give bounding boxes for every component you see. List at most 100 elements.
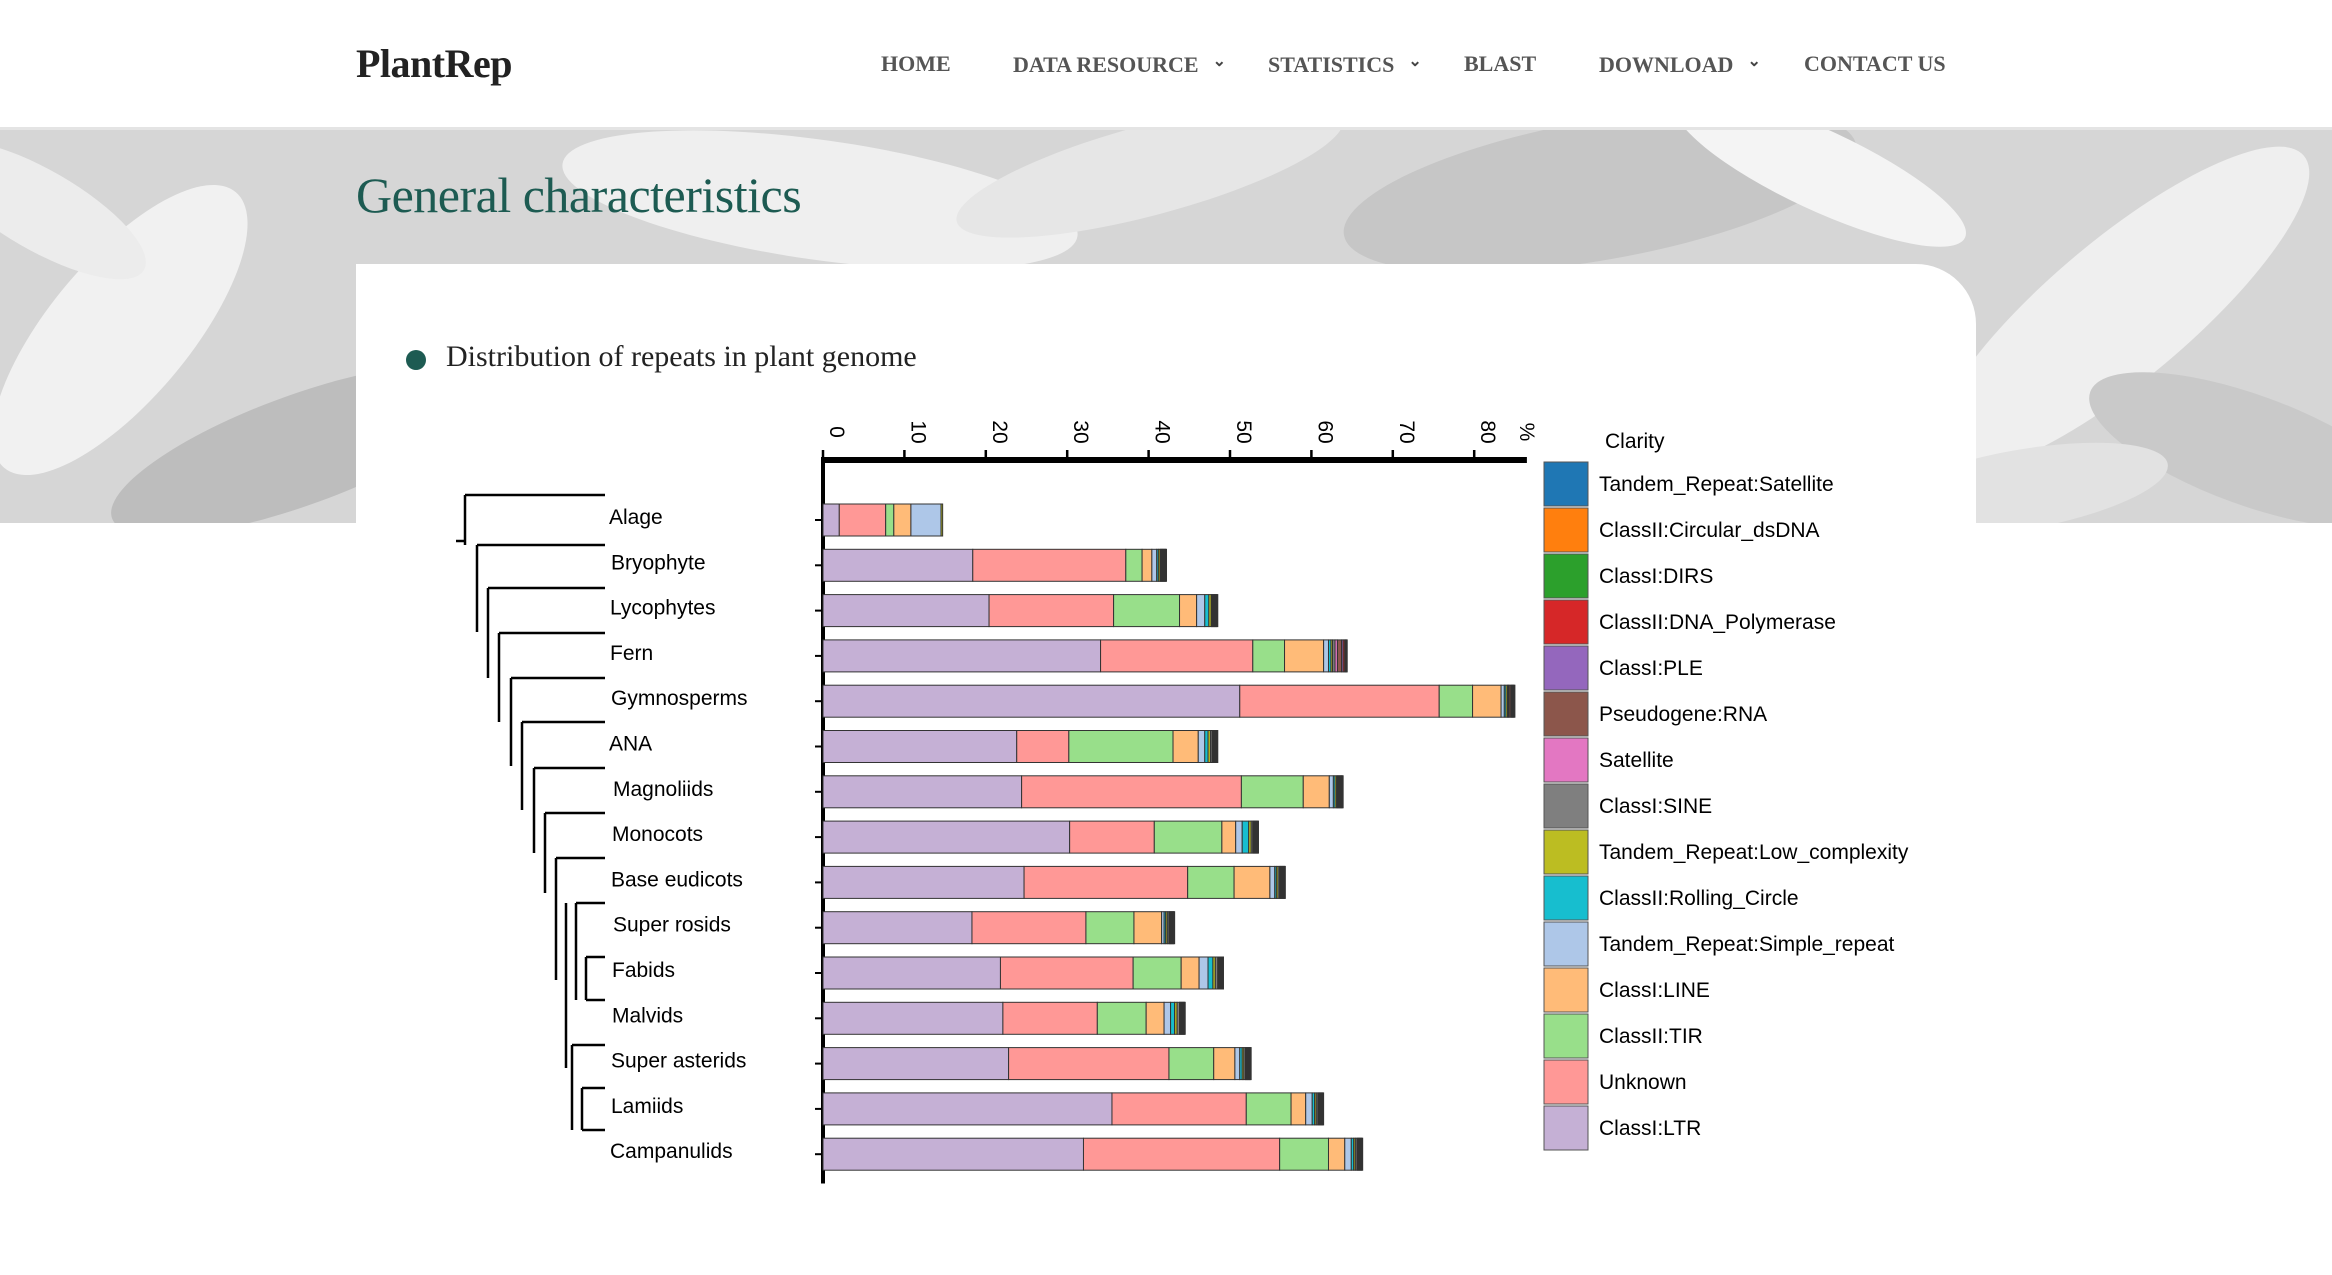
bar-segment-super-rosids-classi-line [1133, 911, 1163, 945]
legend-label-classii-dna-polymerase: ClassII:DNA_Polymerase [1599, 611, 1836, 634]
legend-label-classii-tir: ClassII:TIR [1599, 1025, 1703, 1048]
bar-segment-super-rosids-tandem-repeat-satellite [1173, 911, 1176, 945]
nav-data-resource-label: DATA RESOURCE [1013, 52, 1199, 77]
bar-segment-fabids-classi-ltr [822, 956, 1001, 990]
legend-swatch-classi-ple [1543, 645, 1589, 691]
bar-segment-magnoliids-classi-line [1302, 775, 1330, 809]
bar-segment-bryophyte-tandem-repeat-satellite [1165, 548, 1168, 582]
bar-segment-lycophytes-unknown [988, 594, 1115, 628]
legend-label-tandem-repeat-satellite: Tandem_Repeat:Satellite [1599, 473, 1834, 496]
site-logo[interactable]: PlantRep [356, 41, 513, 86]
legend-swatch-satellite [1543, 737, 1589, 783]
bar-segment-magnoliids-tandem-repeat-simple-repeat [1328, 775, 1334, 809]
bar-segment-fern-classi-line [1284, 639, 1325, 673]
bar-segment-monocots-classii-tir [1153, 820, 1223, 854]
bar-segment-monocots-tandem-repeat-satellite [1257, 820, 1259, 854]
legend-label-satellite: Satellite [1599, 749, 1674, 772]
bar-segment-bryophyte-unknown [972, 548, 1127, 582]
nav-home-label: HOME [881, 51, 951, 76]
nav-data-resource[interactable]: DATA RESOURCE ⌄ [1013, 51, 1226, 78]
bar-segment-malvids-classii-rolling-circle [1170, 1001, 1176, 1035]
bar-segment-super-asterids-tandem-repeat-satellite [1249, 1047, 1252, 1081]
bar-segment-alage-tandem-repeat-simple-repeat [910, 503, 942, 537]
legend-swatch-classii-circular-dsdna [1543, 507, 1589, 553]
legend-label-classi-line: ClassI:LINE [1599, 979, 1710, 1002]
bar-segment-super-rosids-classi-ltr [822, 911, 973, 945]
bar-segment-super-rosids-classii-tir [1085, 911, 1135, 945]
category-label-monocots: Monocots [612, 823, 703, 846]
nav-home[interactable]: HOME [881, 51, 951, 77]
bar-segment-gymnosperms-classi-line [1472, 684, 1502, 718]
category-label-lamiids: Lamiids [611, 1095, 683, 1118]
bar-segment-campanulids-classi-line [1327, 1137, 1346, 1171]
legend-label-tandem-repeat-simple-repeat: Tandem_Repeat:Simple_repeat [1599, 933, 1895, 956]
bar-segment-malvids-classi-ltr [822, 1001, 1004, 1035]
category-label-alage: Alage [609, 506, 663, 529]
bar-segment-magnoliids-unknown [1021, 775, 1242, 809]
legend-swatch-classi-line [1543, 967, 1589, 1013]
bar-segment-lamiids-tandem-repeat-simple-repeat [1305, 1092, 1313, 1126]
bar-segment-lycophytes-classi-ltr [822, 594, 990, 628]
category-label-campanulids: Campanulids [610, 1140, 733, 1163]
bar-segment-alage-tandem-repeat-low-complexity [940, 503, 944, 537]
legend-swatch-classi-sine [1543, 783, 1589, 829]
x-tick-label: 30 [1069, 420, 1092, 443]
nav-statistics[interactable]: STATISTICS ⌄ [1268, 51, 1422, 78]
bar-segment-lycophytes-classii-tir [1113, 594, 1181, 628]
legend-label-unknown: Unknown [1599, 1071, 1687, 1094]
bar-segment-fern-tandem-repeat-satellite [1345, 639, 1348, 673]
bar-segment-bryophyte-classii-tir [1125, 548, 1143, 582]
nav-contact-us[interactable]: CONTACT US [1804, 51, 1946, 77]
bar-segment-base-eudicots-tandem-repeat-satellite [1284, 865, 1286, 899]
bar-segment-fern-pseudogene-rna [1336, 639, 1343, 673]
bar-segment-super-asterids-unknown [1008, 1047, 1170, 1081]
x-tick-label: 20 [988, 420, 1011, 443]
nav-blast[interactable]: BLAST [1464, 51, 1536, 77]
legend-label-pseudogene-rna: Pseudogene:RNA [1599, 703, 1767, 726]
x-tick-label: 70 [1395, 420, 1418, 443]
bar-segment-ana-tandem-repeat-satellite [1216, 730, 1219, 763]
x-axis-unit-label: % [1515, 423, 1538, 442]
chevron-down-icon: ⌄ [1747, 53, 1761, 70]
bar-segment-gymnosperms-unknown [1239, 684, 1440, 718]
bar-segment-monocots-unknown [1069, 820, 1155, 854]
section-bullet-icon [406, 350, 426, 370]
legend-swatch-tandem-repeat-simple-repeat [1543, 921, 1589, 967]
bar-segment-base-eudicots-classii-tir [1187, 865, 1235, 899]
bar-segment-campanulids-unknown [1082, 1137, 1281, 1171]
bar-segment-alage-classi-line [893, 503, 912, 537]
bar-segment-ana-unknown [1016, 730, 1070, 763]
bar-segment-lycophytes-tandem-repeat-satellite [1216, 594, 1219, 628]
category-label-bryophyte: Bryophyte [611, 551, 706, 574]
category-label-base-eudicots: Base eudicots [611, 868, 743, 891]
legend-label-classi-dirs: ClassI:DIRS [1599, 565, 1713, 588]
nav-statistics-label: STATISTICS [1268, 52, 1395, 77]
bar-segment-malvids-unknown [1002, 1001, 1098, 1035]
legend-label-classi-ple: ClassI:PLE [1599, 657, 1703, 680]
category-label-magnoliids: Magnoliids [613, 778, 713, 801]
bar-segment-base-eudicots-classi-line [1233, 865, 1271, 899]
bar-segment-fabids-classii-tir [1132, 956, 1182, 990]
phylogenetic-tree [456, 493, 605, 1132]
x-tick-label: 60 [1313, 420, 1336, 443]
legend-swatch-classii-dna-polymerase [1543, 599, 1589, 645]
legend-swatch-classi-dirs [1543, 553, 1589, 599]
page-title: General characteristics [356, 167, 802, 223]
legend-swatch-pseudogene-rna [1543, 691, 1589, 737]
x-tick-label: 0 [825, 426, 848, 438]
bar-segment-fabids-unknown [999, 956, 1134, 990]
bar-segment-lamiids-classii-tir [1245, 1092, 1292, 1126]
bar-segment-monocots-classi-ltr [822, 820, 1071, 854]
top-navbar: PlantRep HOME DATA RESOURCE ⌄ STATISTICS ⌄… [0, 0, 2332, 130]
category-label-gymnosperms: Gymnosperms [611, 687, 748, 710]
x-tick-label: 80 [1476, 420, 1499, 443]
bar-segment-monocots-classii-rolling-circle [1241, 820, 1250, 854]
legend-swatch-tandem-repeat-low-complexity [1543, 829, 1589, 875]
bar-segment-gymnosperms-classi-ltr [822, 684, 1241, 718]
bar-segment-lycophytes-classii-rolling-circle [1204, 594, 1210, 628]
bar-segment-campanulids-classi-ltr [822, 1137, 1084, 1171]
nav-download[interactable]: DOWNLOAD ⌄ [1599, 51, 1761, 78]
bar-segment-magnoliids-classi-ltr [822, 775, 1023, 809]
section-title: Distribution of repeats in plant genome [446, 340, 917, 373]
legend-label-classii-rolling-circle: ClassII:Rolling_Circle [1599, 887, 1799, 910]
